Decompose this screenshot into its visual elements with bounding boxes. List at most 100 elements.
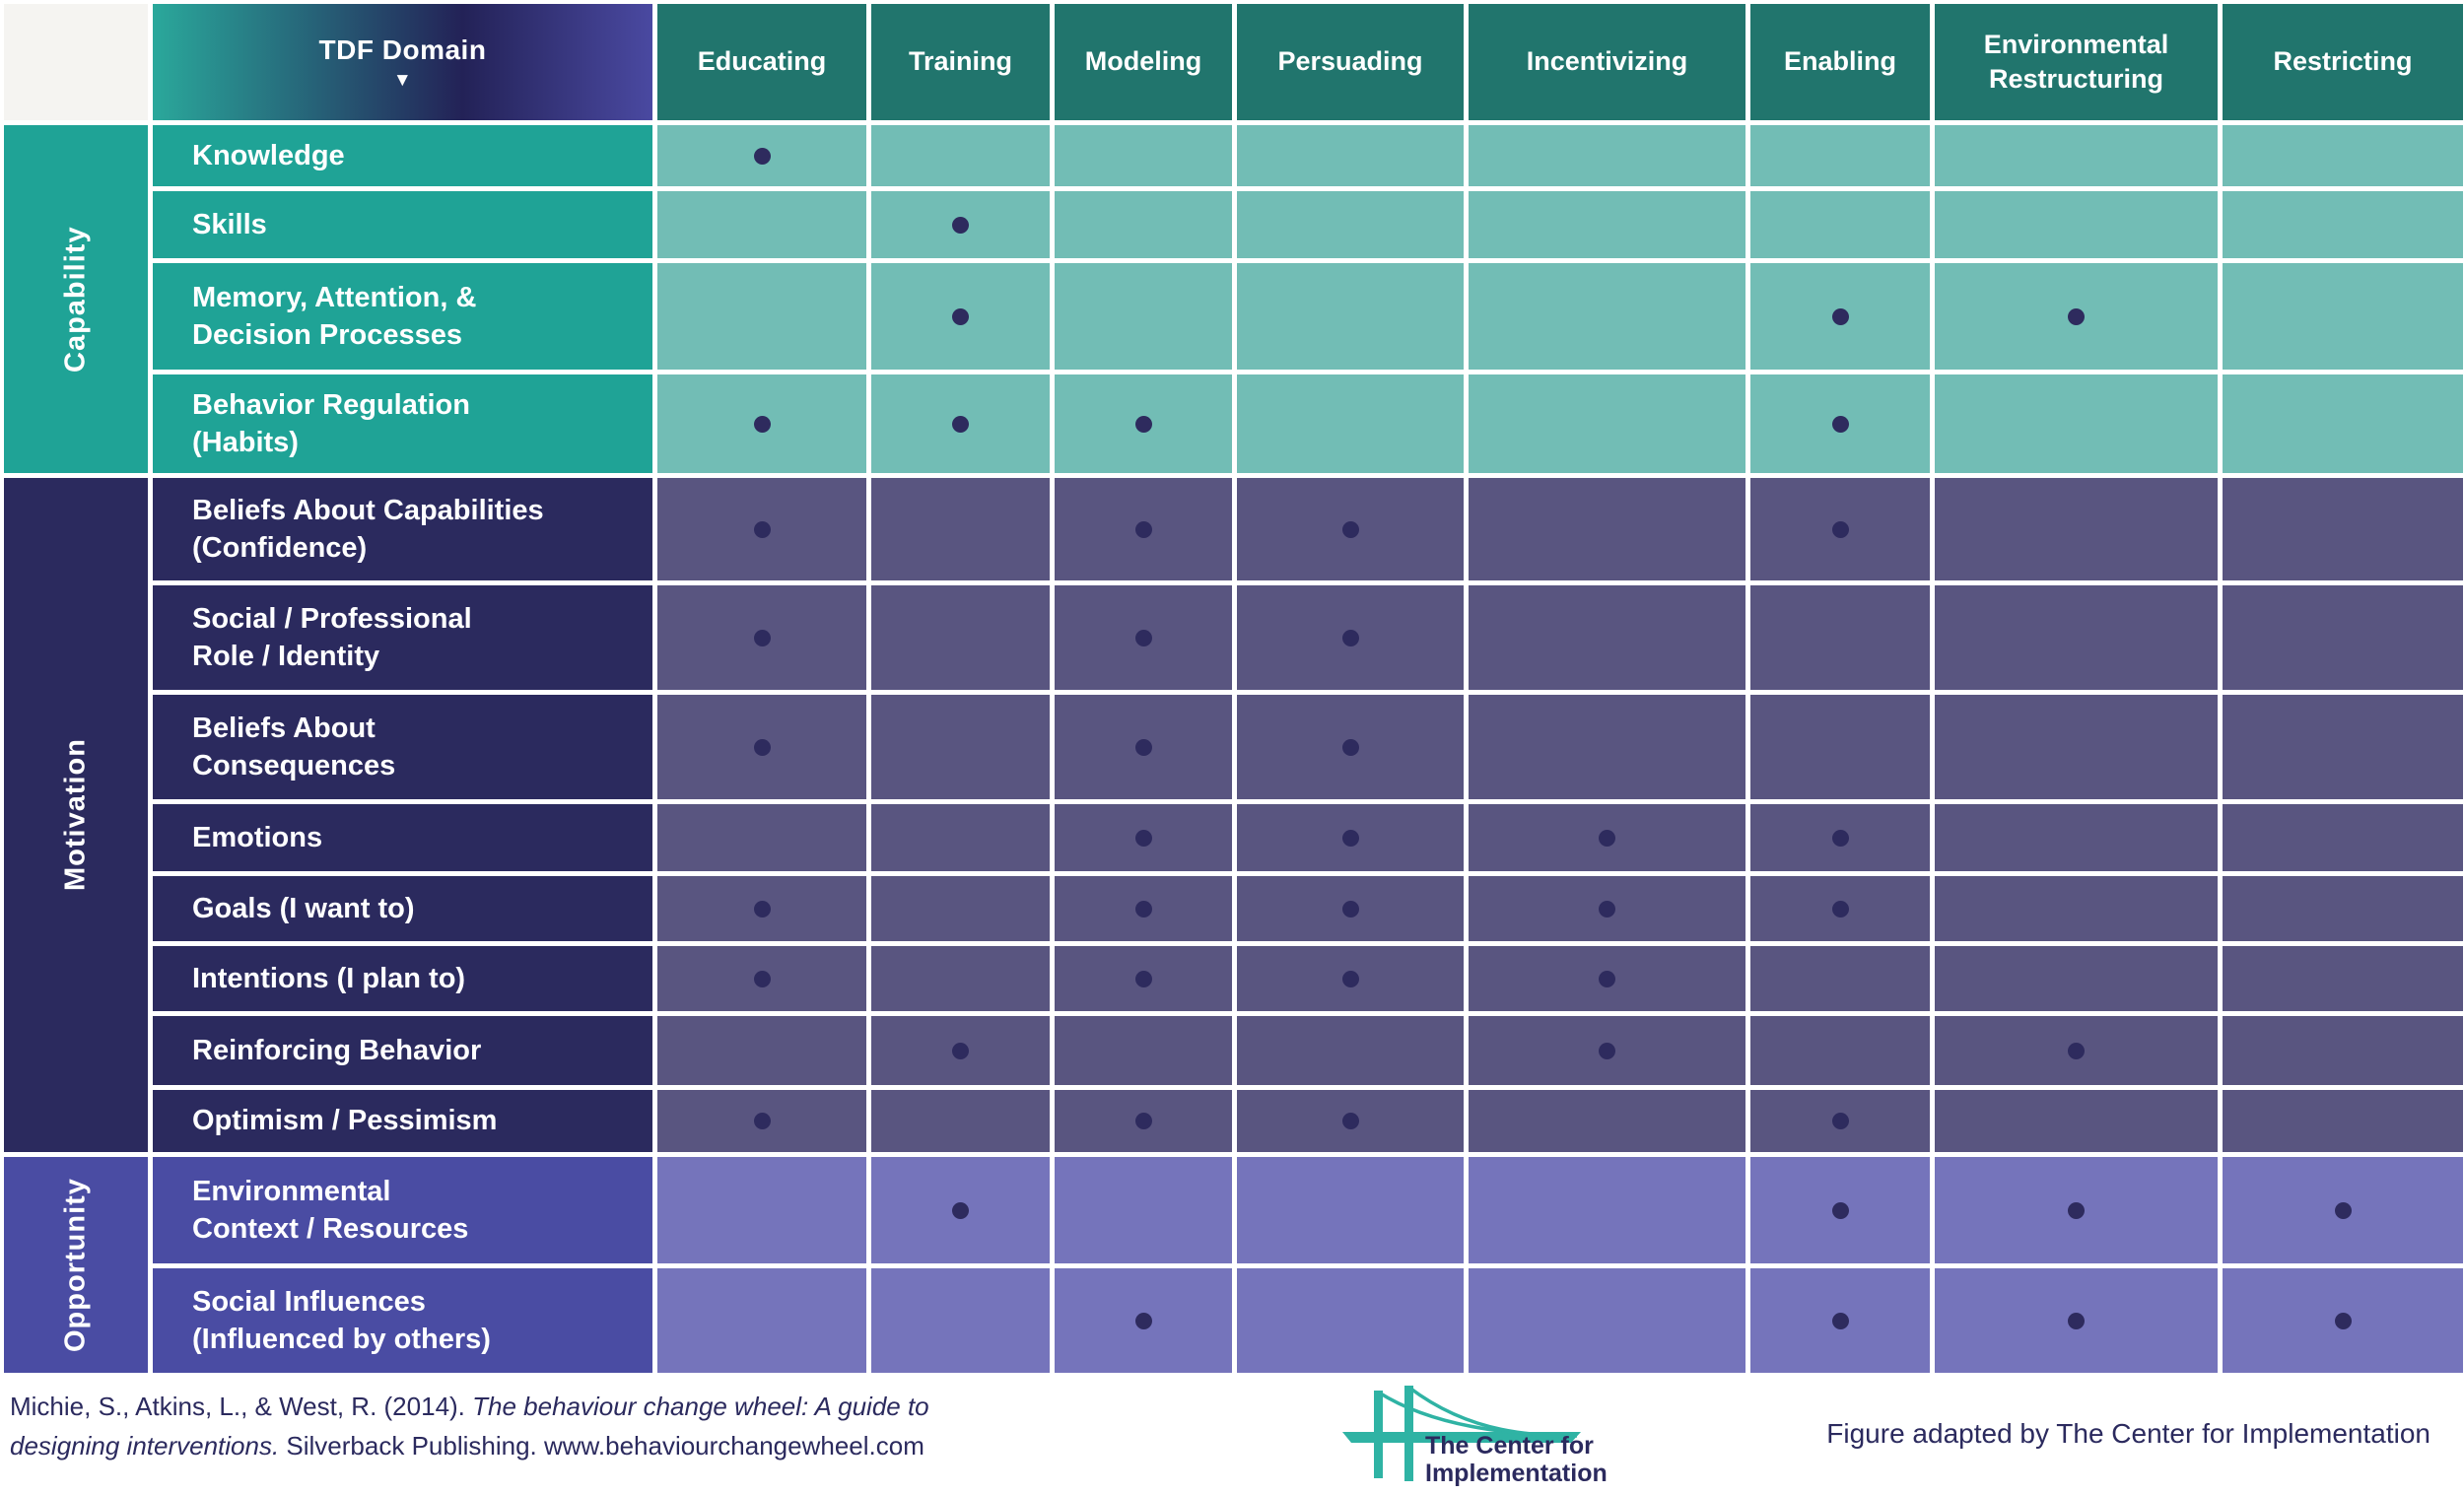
matrix-cell-behavior-regulation-habits-modeling: [1055, 374, 1232, 473]
matrix-cell-optimism-pessimism-incentivizing: [1469, 1090, 1745, 1152]
matrix-cell-beliefs-about-capabilities-confidence-educating: [657, 478, 866, 580]
matrix-cell-skills-environmental-restructuring: [1935, 191, 2218, 258]
matrix-cell-optimism-pessimism-enabling: [1750, 1090, 1930, 1152]
matrix-cell-behavior-regulation-habits-educating: [657, 374, 866, 473]
figure-credit: Figure adapted by The Center for Impleme…: [1826, 1418, 2430, 1449]
matrix-cell-optimism-pessimism-modeling: [1055, 1090, 1232, 1152]
matrix-cell-knowledge-enabling: [1750, 125, 1930, 186]
matrix-cell-intentions-i-plan-to-environmental-restructuring: [1935, 946, 2218, 1011]
row-label-reinforcing-behavior: Reinforcing Behavior: [153, 1016, 652, 1085]
matrix-cell-beliefs-about-consequences-training: [871, 695, 1050, 799]
dot: [1341, 900, 1359, 917]
matrix-cell-reinforcing-behavior-persuading: [1237, 1016, 1464, 1085]
matrix-cell-goals-i-want-to-educating: [657, 876, 866, 941]
matrix-cell-memory-attention-decision-processes-modeling: [1055, 263, 1232, 370]
dot: [2068, 1201, 2085, 1219]
dot: [1341, 970, 1359, 987]
matrix-cell-reinforcing-behavior-training: [871, 1016, 1050, 1085]
matrix-cell-skills-persuading: [1237, 191, 1464, 258]
matrix-cell-behavior-regulation-habits-training: [871, 374, 1050, 473]
tdf-domain-header: TDF Domain ▼: [153, 4, 652, 120]
matrix-cell-social-professional-role-identity-modeling: [1055, 585, 1232, 690]
dot: [753, 520, 771, 538]
matrix-cell-social-professional-role-identity-environmental-restructuring: [1935, 585, 2218, 690]
matrix-cell-social-influences-influenced-by-others-enabling: [1750, 1268, 1930, 1373]
row-label-emotions: Emotions: [153, 804, 652, 871]
column-header-enabling: Enabling: [1750, 4, 1930, 120]
matrix-cell-memory-attention-decision-processes-educating: [657, 263, 866, 370]
matrix-cell-memory-attention-decision-processes-environmental-restructuring: [1935, 263, 2218, 370]
matrix-cell-social-professional-role-identity-educating: [657, 585, 866, 690]
matrix-cell-social-influences-influenced-by-others-incentivizing: [1469, 1268, 1745, 1373]
dot: [952, 307, 969, 325]
matrix-cell-social-professional-role-identity-incentivizing: [1469, 585, 1745, 690]
matrix-cell-environmental-context-resources-educating: [657, 1157, 866, 1263]
dot: [1341, 829, 1359, 847]
dot: [1134, 520, 1152, 538]
dot: [2068, 1042, 2085, 1059]
row-label-environmental-context-resources: Environmental Context / Resources: [153, 1157, 652, 1263]
matrix-cell-intentions-i-plan-to-persuading: [1237, 946, 1464, 1011]
matrix-cell-goals-i-want-to-modeling: [1055, 876, 1232, 941]
dot: [1599, 900, 1615, 917]
matrix-cell-beliefs-about-consequences-restricting: [2223, 695, 2463, 799]
dot: [1831, 1312, 1849, 1329]
column-header-persuading: Persuading: [1237, 4, 1464, 120]
dot: [1134, 1312, 1152, 1329]
matrix-cell-social-influences-influenced-by-others-training: [871, 1268, 1050, 1373]
matrix-cell-knowledge-restricting: [2223, 125, 2463, 186]
matrix-cell-goals-i-want-to-enabling: [1750, 876, 1930, 941]
matrix-cell-emotions-persuading: [1237, 804, 1464, 871]
dot: [1831, 900, 1849, 917]
matrix-cell-skills-enabling: [1750, 191, 1930, 258]
matrix-cell-reinforcing-behavior-environmental-restructuring: [1935, 1016, 2218, 1085]
dot: [1341, 520, 1359, 538]
matrix-cell-social-influences-influenced-by-others-modeling: [1055, 1268, 1232, 1373]
matrix-cell-beliefs-about-capabilities-confidence-incentivizing: [1469, 478, 1745, 580]
figure-footer: Michie, S., Atkins, L., & West, R. (2014…: [0, 1377, 2464, 1495]
citation-part2: Silverback Publishing. www.behaviourchan…: [279, 1431, 924, 1461]
matrix-cell-intentions-i-plan-to-incentivizing: [1469, 946, 1745, 1011]
matrix-cell-social-influences-influenced-by-others-educating: [657, 1268, 866, 1373]
dot: [1599, 970, 1615, 987]
matrix-cell-beliefs-about-consequences-environmental-restructuring: [1935, 695, 2218, 799]
matrix-cell-optimism-pessimism-environmental-restructuring: [1935, 1090, 2218, 1152]
matrix-cell-intentions-i-plan-to-educating: [657, 946, 866, 1011]
matrix-cell-environmental-context-resources-environmental-restructuring: [1935, 1157, 2218, 1263]
tci-logo: The Center for Implementation: [1338, 1377, 1608, 1495]
dot: [1134, 829, 1152, 847]
dot: [1341, 629, 1359, 646]
matrix-cell-environmental-context-resources-persuading: [1237, 1157, 1464, 1263]
matrix-cell-optimism-pessimism-restricting: [2223, 1090, 2463, 1152]
matrix-cell-environmental-context-resources-training: [871, 1157, 1050, 1263]
dot: [952, 1201, 969, 1219]
matrix-cell-reinforcing-behavior-incentivizing: [1469, 1016, 1745, 1085]
matrix-cell-social-influences-influenced-by-others-restricting: [2223, 1268, 2463, 1373]
matrix-cell-memory-attention-decision-processes-training: [871, 263, 1050, 370]
row-label-beliefs-about-capabilities-confidence: Beliefs About Capabilities (Confidence): [153, 478, 652, 580]
column-header-environmental-restructuring: Environmental Restructuring: [1935, 4, 2218, 120]
matrix-cell-social-professional-role-identity-enabling: [1750, 585, 1930, 690]
dot: [1831, 415, 1849, 433]
bridge-icon: [1342, 1386, 1581, 1481]
dot: [1831, 1201, 1849, 1219]
dot: [2068, 307, 2085, 325]
matrix-cell-beliefs-about-consequences-educating: [657, 695, 866, 799]
dot: [2334, 1201, 2352, 1219]
matrix-cell-environmental-context-resources-modeling: [1055, 1157, 1232, 1263]
matrix-cell-skills-educating: [657, 191, 866, 258]
matrix-cell-beliefs-about-consequences-persuading: [1237, 695, 1464, 799]
column-header-modeling: Modeling: [1055, 4, 1232, 120]
tdf-domain-label: TDF Domain: [318, 34, 487, 65]
matrix-cell-social-influences-influenced-by-others-environmental-restructuring: [1935, 1268, 2218, 1373]
dot: [952, 216, 969, 234]
matrix-cell-beliefs-about-consequences-incentivizing: [1469, 695, 1745, 799]
matrix-cell-knowledge-modeling: [1055, 125, 1232, 186]
dot: [1599, 829, 1615, 847]
citation-text: Michie, S., Atkins, L., & West, R. (2014…: [10, 1387, 929, 1466]
row-label-social-professional-role-identity: Social / Professional Role / Identity: [153, 585, 652, 690]
row-label-intentions-i-plan-to: Intentions (I plan to): [153, 946, 652, 1011]
dot: [753, 147, 771, 165]
matrix-cell-social-professional-role-identity-restricting: [2223, 585, 2463, 690]
matrix-cell-behavior-regulation-habits-restricting: [2223, 374, 2463, 473]
